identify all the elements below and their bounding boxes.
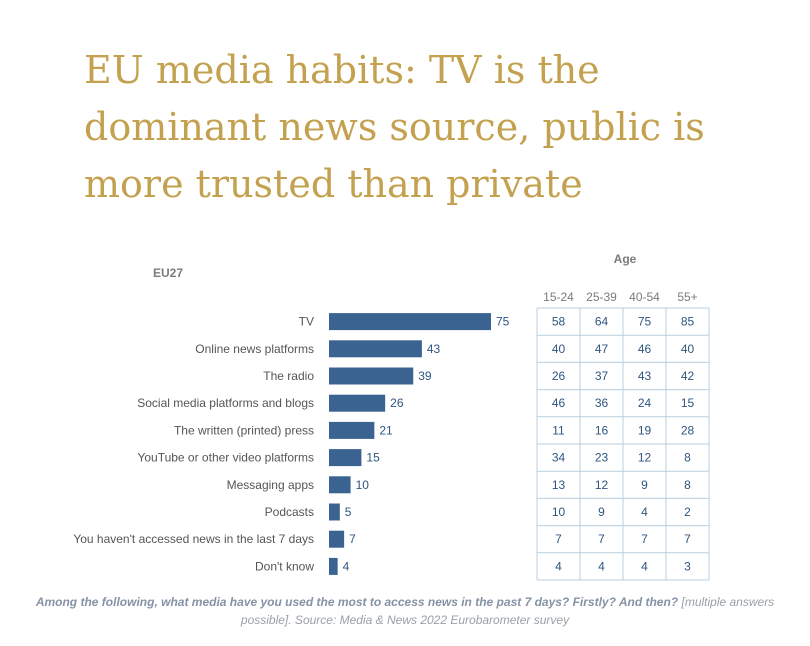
caption-question: Among the following, what media have you… [35, 595, 679, 609]
age-table-cell: 8 [684, 451, 691, 465]
bar-value-label: 21 [379, 423, 393, 437]
age-table-cell: 15 [681, 396, 695, 410]
age-table-cell: 64 [595, 315, 609, 329]
category-label: The written (printed) press [174, 423, 314, 437]
bar-value-label: 43 [427, 342, 441, 356]
age-table-cell: 75 [638, 315, 652, 329]
age-table-cell: 36 [595, 396, 609, 410]
bar [329, 394, 386, 412]
age-table-cell: 40 [552, 342, 566, 356]
category-label: Messaging apps [227, 478, 314, 492]
age-table-cell: 2 [684, 505, 691, 519]
category-label: The radio [263, 369, 314, 383]
age-table-cell: 13 [552, 478, 566, 492]
region-label: EU27 [153, 266, 184, 280]
age-table-cell: 43 [638, 369, 652, 383]
age-table-cell: 9 [641, 478, 648, 492]
bar-value-label: 39 [418, 369, 432, 383]
age-table-cell: 40 [681, 342, 695, 356]
age-table-cell: 85 [681, 315, 695, 329]
age-table-cell: 7 [598, 532, 605, 546]
bar-value-label: 26 [390, 396, 404, 410]
age-table-cell: 9 [598, 505, 605, 519]
age-table-cell: 4 [598, 559, 605, 573]
age-table-cell: 23 [595, 451, 609, 465]
category-label: Social media platforms and blogs [137, 396, 314, 410]
age-table-cell: 12 [595, 478, 609, 492]
age-table-cell: 8 [684, 478, 691, 492]
bar-value-label: 5 [345, 505, 352, 519]
bar-value-label: 10 [356, 478, 370, 492]
age-column-header: 55+ [677, 290, 697, 304]
category-label: You haven't accessed news in the last 7 … [73, 532, 314, 546]
age-table-cell: 4 [641, 559, 648, 573]
category-label: YouTube or other video platforms [137, 451, 314, 465]
caption-note: [multiple answers possible]. Source: Med… [240, 595, 775, 627]
age-table-cell: 11 [552, 423, 565, 437]
bar [329, 557, 338, 575]
age-table-cell: 12 [638, 451, 652, 465]
bar [329, 503, 340, 521]
age-table-cell: 4 [555, 559, 562, 573]
age-table-cell: 7 [555, 532, 562, 546]
age-table-cell: 4 [641, 505, 648, 519]
age-table-cell: 58 [552, 315, 566, 329]
bar [329, 421, 375, 439]
age-table-cell: 7 [684, 532, 691, 546]
category-label: Online news platforms [195, 342, 314, 356]
category-label: Podcasts [265, 505, 314, 519]
age-table-title: Age [613, 252, 637, 266]
age-table-cell: 42 [681, 369, 695, 383]
age-table-cell: 7 [641, 532, 648, 546]
age-table-cell: 26 [552, 369, 566, 383]
age-table-cell: 28 [681, 423, 695, 437]
age-table-cell: 46 [638, 342, 652, 356]
bar [329, 340, 422, 358]
bar [329, 313, 491, 331]
bar [329, 476, 351, 494]
age-table-cell: 47 [595, 342, 609, 356]
age-table-cell: 46 [552, 396, 566, 410]
age-column-header: 40-54 [629, 290, 660, 304]
category-label: Don't know [255, 559, 314, 573]
age-table-cell: 10 [552, 505, 566, 519]
bar-value-label: 15 [366, 451, 380, 465]
headline: EU media habits: TV is the dominant news… [84, 48, 705, 206]
age-column-header: 15-24 [543, 290, 574, 304]
age-table-cell: 34 [552, 451, 566, 465]
bar-value-label: 7 [349, 532, 356, 546]
age-table-cell: 16 [595, 423, 609, 437]
age-table-cell: 19 [638, 423, 652, 437]
age-table-cell: 37 [595, 369, 609, 383]
bar-value-label: 75 [496, 315, 510, 329]
age-column-header: 25-39 [586, 290, 617, 304]
bar [329, 367, 414, 385]
caption: Among the following, what media have you… [30, 593, 780, 629]
bar-value-label: 4 [343, 559, 350, 573]
age-table-cell: 3 [684, 559, 691, 573]
category-label: TV [299, 315, 314, 329]
bar [329, 530, 345, 548]
bar [329, 449, 362, 467]
age-table-cell: 24 [638, 396, 652, 410]
